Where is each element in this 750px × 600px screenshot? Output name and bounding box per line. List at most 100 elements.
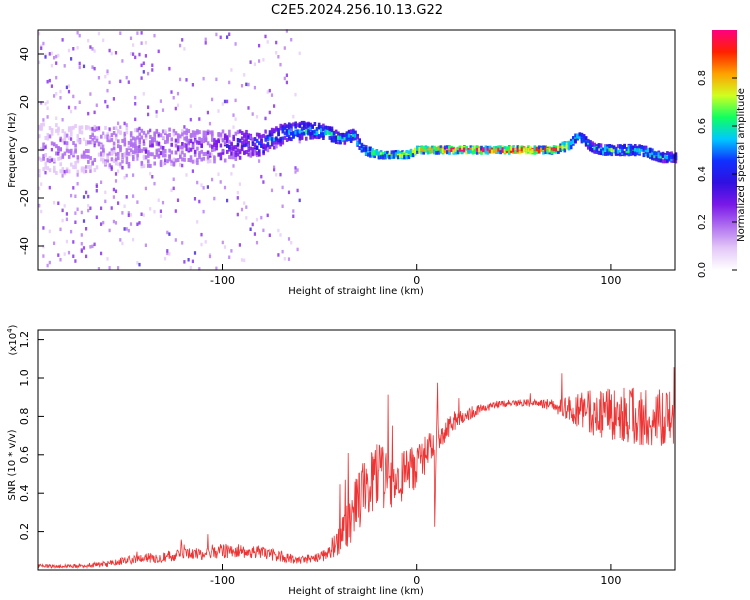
- spectrogram-cell: [108, 127, 111, 131]
- spectrogram-cell: [46, 136, 50, 141]
- spectrogram-cell: [557, 147, 560, 152]
- spectrogram-cell: [337, 134, 340, 139]
- spectrogram-cell: [151, 136, 154, 141]
- spectrogram-cell: [614, 150, 618, 155]
- spectrogram-cell: [215, 266, 218, 271]
- spectrogram-cell: [147, 130, 150, 135]
- spectrogram-cell: [67, 169, 71, 174]
- spectrogram-cell: [102, 148, 105, 152]
- spectrogram-cell: [458, 147, 462, 152]
- spectrogram-cell: [245, 142, 248, 147]
- spectrogram-cell: [65, 167, 69, 172]
- spectrogram-cell: [129, 148, 133, 153]
- spectrogram-cell: [121, 160, 124, 164]
- spectrogram-cell: [416, 149, 419, 154]
- spectrogram-cell: [625, 147, 629, 151]
- spectrogram-cell: [569, 141, 573, 145]
- spectrogram-cell: [612, 148, 616, 153]
- spectrogram-cell: [93, 66, 96, 71]
- spectrogram-cell: [488, 149, 492, 154]
- spectrogram-cell: [234, 153, 238, 158]
- spectrogram-cell: [281, 127, 285, 132]
- spectrogram-cell: [117, 169, 120, 173]
- spectrogram-cell: [240, 131, 244, 135]
- spectrogram-cell: [458, 145, 462, 150]
- spectrogram-cell: [129, 213, 133, 217]
- spectrogram-cell: [247, 133, 250, 138]
- spectrogram-cell: [260, 174, 263, 179]
- spectrogram-cell: [198, 155, 201, 160]
- spectrogram-cell: [63, 169, 66, 174]
- spectrogram-cell: [290, 241, 293, 245]
- spectrogram-cell: [287, 134, 291, 139]
- spectrogram-cell: [61, 208, 64, 213]
- spectrogram-cell: [50, 131, 54, 136]
- spectrogram-cell: [223, 134, 227, 138]
- spectrogram-cell: [253, 151, 257, 156]
- spectrogram-cell: [268, 130, 272, 135]
- spectrogram-cell: [292, 122, 295, 127]
- spectrogram-cell: [179, 77, 182, 82]
- spectrogram-cell: [625, 151, 629, 156]
- spectrogram-cell: [147, 71, 150, 76]
- spectrogram-cell: [273, 137, 276, 142]
- spectrogram-cell: [48, 159, 52, 163]
- spectrogram-cell: [140, 135, 144, 140]
- spectrogram-cell: [339, 135, 342, 140]
- spectrogram-cell: [132, 157, 135, 162]
- spectrogram-cell: [670, 151, 673, 156]
- spectrogram-cell: [352, 136, 355, 141]
- spectrogram-cell: [516, 145, 520, 150]
- spectrogram-cell: [40, 126, 43, 131]
- spectrogram-cell: [277, 228, 280, 233]
- spectrogram-cell: [198, 267, 201, 271]
- spectrogram-cell: [144, 133, 148, 138]
- spectrogram-cell: [55, 144, 58, 149]
- spectrogram-cell: [420, 146, 423, 151]
- spectrogram-cell: [399, 153, 402, 158]
- spectrogram-cell: [102, 144, 105, 148]
- spectrogram-cell: [215, 32, 218, 37]
- spectrogram-cell: [198, 117, 201, 121]
- spectrogram-cell: [625, 149, 629, 154]
- spectrogram-cell: [119, 79, 122, 84]
- spectrogram-cell: [302, 131, 306, 136]
- spectrogram-cell: [153, 161, 156, 166]
- spectrogram-cell: [640, 147, 643, 152]
- spectrogram-cell: [356, 141, 359, 146]
- spectrogram-cell: [166, 134, 169, 139]
- spectrogram-cell: [91, 244, 94, 249]
- spectrogram-cell: [42, 244, 45, 249]
- spectrogram-cell: [123, 121, 126, 126]
- spectrogram-cell: [326, 125, 329, 130]
- spectrogram-cell: [294, 170, 297, 174]
- spectrogram-cell: [202, 209, 205, 214]
- spectrogram-cell: [140, 148, 144, 153]
- spectrogram-cell: [142, 92, 145, 96]
- spectrogram-cell: [112, 159, 116, 163]
- spectrogram-cell: [292, 209, 295, 213]
- spectrogram-cell: [245, 150, 248, 154]
- spectrogram-cell: [599, 146, 603, 151]
- spectrogram-cell: [505, 149, 509, 154]
- spectrogram-cell: [59, 138, 62, 143]
- spectrogram-cell: [117, 266, 120, 270]
- spectrogram-cell: [561, 141, 564, 146]
- spectrogram-cell: [544, 146, 547, 151]
- spectrogram-cell: [666, 151, 669, 156]
- spectrogram-cell: [55, 128, 58, 133]
- spectrogram-cell: [67, 48, 71, 53]
- spectrogram-cell: [352, 130, 355, 135]
- spectrogram-cell: [63, 137, 67, 142]
- spectrogram-cell: [46, 263, 49, 268]
- spectrogram-cell: [264, 34, 267, 39]
- spectrogram-cell: [82, 154, 86, 159]
- spectrogram-cell: [142, 61, 145, 65]
- spectrogram-cell: [46, 158, 50, 163]
- spectrogram-cell: [142, 164, 146, 169]
- spectrogram-cell: [53, 165, 56, 170]
- spectrogram-cell: [155, 148, 159, 153]
- spectrogram-cell: [454, 147, 458, 152]
- spectrogram-cell: [217, 137, 220, 142]
- spectrogram-cell: [388, 154, 391, 159]
